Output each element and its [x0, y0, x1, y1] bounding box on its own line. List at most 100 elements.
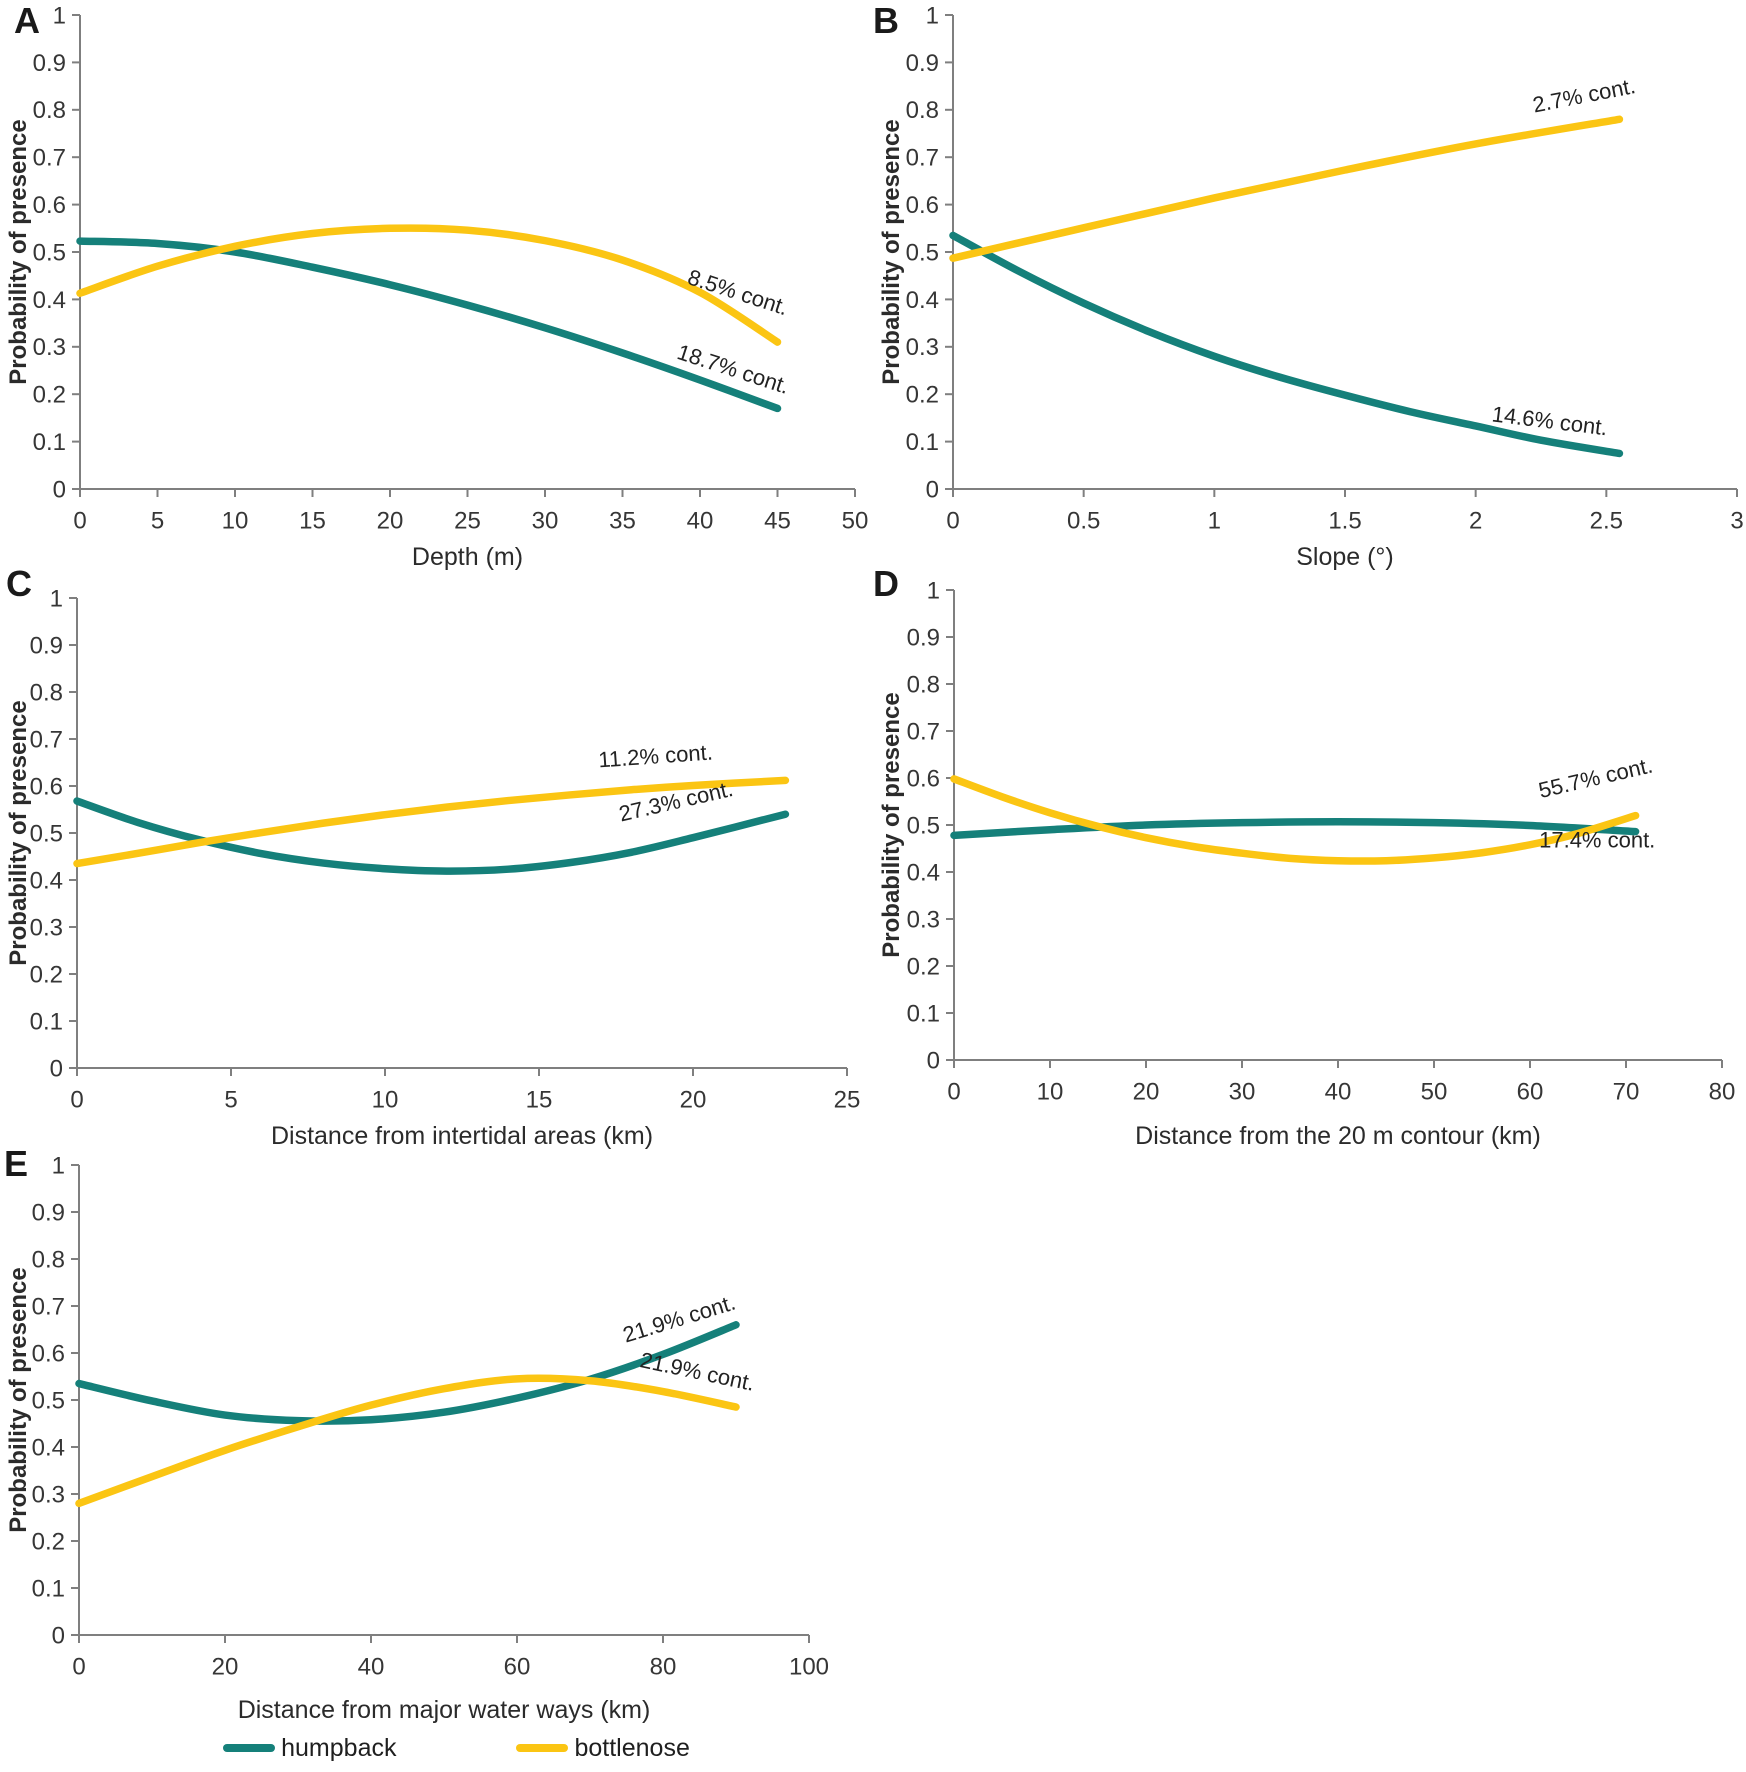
y-tick-label: 0.1 [32, 1575, 65, 1602]
y-tick-label: 0.7 [30, 726, 63, 753]
x-tick-label: 80 [650, 1653, 677, 1680]
y-tick-label: 0.3 [907, 906, 940, 933]
legend: humpback bottlenose [0, 1728, 873, 1768]
curve-humpback [950, 817, 1640, 840]
x-tick-label: 25 [834, 1086, 861, 1113]
panel-d: D 0 0.1 0.2 0.3 0.4 0.5 0.6 0.7 0.8 0.9 1 0 10 20 30 40… [873, 560, 1746, 1150]
curve-humpback [73, 797, 790, 875]
y-tick-label: 0.2 [907, 953, 940, 980]
x-tick-label: 2 [1469, 507, 1482, 534]
x-tick-label: 3 [1730, 507, 1743, 534]
x-tick-label: 2.5 [1590, 507, 1623, 534]
x-tick-label: 40 [358, 1653, 385, 1680]
contribution-label: 2.7% cont. [1531, 73, 1638, 117]
panel-c: C 0 0.1 0.2 0.3 0.4 0.5 0.6 0.7 0.8 0.9 1 0 5 10 15 20 2… [0, 560, 873, 1150]
x-tick-label: 1 [1208, 507, 1221, 534]
y-tick-label: 0.1 [906, 429, 939, 456]
panel-d-chart: 00.10.20.30.40.50.60.70.80.910 10 20 30 40 50… [878, 577, 1735, 1150]
x-tick-label: 10 [222, 507, 249, 534]
x-tick-label: 40 [1325, 1078, 1352, 1105]
panel-c-chart: 00.10.20.30.40.50.60.70.80.910 5 10 15 20 25P… [5, 585, 861, 1150]
y-axis-label: Probability of presence [878, 692, 905, 957]
y-tick-label: 0.6 [32, 1340, 65, 1367]
x-tick-label: 0 [947, 1078, 960, 1105]
y-tick-label: 0.5 [33, 239, 66, 266]
x-tick-label: 50 [842, 507, 869, 534]
y-tick-label: 0.9 [907, 624, 940, 651]
panel-e-letter: E [4, 1143, 29, 1184]
y-tick-label: 0.5 [32, 1387, 65, 1414]
y-tick-label: 0.9 [906, 50, 939, 77]
y-tick-label: 0.8 [906, 97, 939, 124]
y-tick-label: 0.4 [33, 287, 66, 314]
x-tick-label: 100 [789, 1653, 829, 1680]
x-tick-label: 60 [504, 1653, 531, 1680]
y-tick-label: 0.6 [907, 765, 940, 792]
y-tick-label: 0.2 [30, 961, 63, 988]
x-tick-label: 0 [72, 1653, 85, 1680]
panel-b-letter: B [873, 0, 899, 41]
y-tick-label: 0.4 [906, 287, 939, 314]
y-tick-label: 0.6 [30, 773, 63, 800]
x-axis-label: Distance from intertidal areas (km) [271, 1122, 653, 1150]
x-tick-label: 0 [946, 507, 959, 534]
x-tick-label: 30 [532, 507, 559, 534]
legend-item-humpback: humpback [223, 1734, 396, 1763]
y-tick-label: 0 [927, 1047, 940, 1074]
x-tick-label: 25 [454, 507, 481, 534]
y-tick-label: 0.8 [907, 671, 940, 698]
y-tick-label: 0.5 [906, 239, 939, 266]
x-tick-label: 15 [299, 507, 326, 534]
y-tick-label: 0.1 [30, 1008, 63, 1035]
curve-bottlenose [949, 115, 1624, 262]
y-tick-label: 0.8 [33, 97, 66, 124]
y-tick-label: 0.8 [30, 679, 63, 706]
legend-label-bottlenose: bottlenose [574, 1733, 690, 1762]
y-tick-label: 0.5 [30, 820, 63, 847]
y-tick-label: 0.9 [32, 1199, 65, 1226]
x-tick-label: 20 [212, 1653, 239, 1680]
curve-bottlenose [950, 775, 1640, 865]
y-tick-label: 0.2 [32, 1528, 65, 1555]
legend-item-bottlenose: bottlenose [516, 1733, 690, 1763]
curve-bottlenose [75, 1374, 740, 1508]
contribution-label: 21.9% cont. [620, 1290, 738, 1348]
panel-a: A 0 0.1 0.2 0.3 0.4 0.5 0.6 0.7 0.8 0.9 1 0 5 10 15 20 2… [0, 0, 873, 571]
panel-e: E 0 0.1 0.2 0.3 0.4 0.5 0.6 0.7 0.8 0.9 1 0 20 40 60 80… [0, 1140, 873, 1772]
y-tick-label: 0.3 [32, 1481, 65, 1508]
y-tick-label: 0 [50, 1055, 63, 1082]
y-axis-label: Probability of presence [5, 1267, 32, 1532]
y-tick-label: 1 [52, 1152, 65, 1179]
y-tick-label: 0.9 [30, 632, 63, 659]
curve-humpback [76, 237, 782, 413]
y-tick-label: 0.7 [906, 145, 939, 172]
x-axis-label: Slope (°) [1296, 543, 1394, 571]
curve-bottlenose [76, 224, 782, 346]
x-tick-label: 0.5 [1067, 507, 1100, 534]
y-tick-label: 1 [53, 2, 66, 29]
humpback-line-swatch [223, 1744, 276, 1752]
y-tick-label: 0.9 [33, 50, 66, 77]
x-tick-label: 45 [764, 507, 791, 534]
y-tick-label: 0.1 [907, 1000, 940, 1027]
panel-b: B 0 0.1 0.2 0.3 0.4 0.5 0.6 0.7 0.8 0.9 1 0 0.5 1 1.5 2… [873, 0, 1746, 571]
x-tick-label: 20 [377, 507, 404, 534]
contribution-label: 11.2% cont. [598, 739, 714, 772]
y-tick-label: 0.6 [906, 192, 939, 219]
x-tick-label: 0 [73, 507, 86, 534]
x-tick-label: 10 [372, 1086, 399, 1113]
x-tick-label: 20 [680, 1086, 707, 1113]
x-tick-label: 35 [609, 507, 636, 534]
panel-c-letter: C [6, 563, 32, 604]
y-tick-label: 1 [926, 2, 939, 29]
x-tick-label: 20 [1133, 1078, 1160, 1105]
x-axis-label: Distance from the 20 m contour (km) [1135, 1122, 1541, 1150]
y-axis-label: Probability of presence [5, 119, 32, 384]
y-tick-label: 1 [927, 577, 940, 604]
panel-e-chart: 0 0.1 0.2 0.3 0.4 0.5 0.6 0.7 0.8 0.9 1 0 20 40 60 80 10… [5, 1152, 829, 1724]
x-tick-label: 5 [151, 507, 164, 534]
y-tick-label: 0.4 [30, 867, 63, 894]
x-tick-label: 50 [1421, 1078, 1448, 1105]
x-tick-label: 40 [687, 507, 714, 534]
